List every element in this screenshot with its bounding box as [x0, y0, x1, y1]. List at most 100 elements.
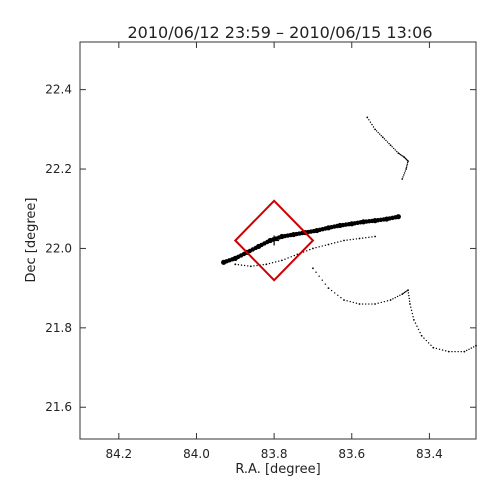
- data-point: [385, 139, 387, 142]
- data-point: [386, 300, 389, 302]
- data-point: [408, 294, 410, 297]
- data-point: [392, 147, 395, 150]
- data-point: [290, 256, 292, 258]
- data-point: [377, 302, 379, 304]
- data-point: [330, 242, 333, 245]
- data-point: [380, 301, 382, 304]
- data-point: [381, 136, 384, 139]
- data-point: [368, 303, 370, 305]
- data-point: [419, 331, 421, 334]
- data-point: [352, 238, 355, 241]
- data-point: [395, 214, 401, 220]
- data-point: [343, 239, 345, 242]
- data-point: [398, 153, 401, 155]
- data-point: [441, 349, 444, 351]
- field-of-view-diamond: [233, 199, 315, 282]
- data-point: [372, 126, 375, 128]
- data-point: [315, 271, 317, 273]
- data-point: [397, 152, 400, 155]
- data-point: [435, 347, 438, 350]
- data-point: [410, 306, 412, 308]
- data-point: [396, 150, 398, 153]
- y-axis-label: Dec [degree]: [24, 198, 39, 283]
- data-point: [405, 291, 407, 293]
- data-point: [280, 259, 283, 262]
- data-point: [333, 242, 336, 244]
- data-point: [399, 294, 401, 296]
- data-point: [340, 240, 342, 242]
- data-point: [379, 133, 381, 135]
- data-point: [361, 303, 364, 305]
- data-point: [404, 170, 407, 172]
- data-point: [249, 265, 252, 268]
- data-point: [312, 247, 314, 250]
- data-point: [389, 144, 392, 147]
- data-point: [318, 246, 320, 248]
- data-point: [389, 299, 392, 301]
- data-point: [365, 303, 367, 305]
- data-point: [472, 346, 475, 348]
- data-point: [414, 322, 417, 324]
- data-point: [306, 250, 308, 252]
- data-point: [451, 350, 453, 353]
- data-point: [330, 289, 333, 292]
- data-point: [371, 236, 373, 238]
- data-point: [399, 154, 402, 156]
- data-point: [388, 142, 390, 145]
- data-point: [394, 296, 396, 299]
- target-marker: [269, 235, 280, 246]
- data-point: [274, 261, 277, 263]
- data-point: [293, 254, 296, 257]
- data-layer: [221, 116, 477, 353]
- data-point: [403, 174, 405, 176]
- data-point: [271, 262, 274, 264]
- x-tick-label: 83.6: [338, 447, 365, 461]
- y-tick-label: 22.2: [45, 162, 72, 176]
- data-point: [403, 172, 406, 174]
- data-point: [315, 246, 317, 249]
- data-point: [324, 244, 327, 246]
- data-point: [321, 279, 323, 281]
- data-point: [240, 264, 243, 266]
- axis-ticks: 84.2 84.0 83.8 83.6 83.4 21.6 21.8 22.0 22.2 22.4: [45, 42, 476, 461]
- data-point: [392, 298, 394, 300]
- data-point: [256, 264, 258, 267]
- x-tick-label: 84.2: [105, 447, 132, 461]
- data-point: [265, 263, 268, 266]
- data-point: [374, 128, 376, 131]
- y-tick-label: 21.8: [45, 321, 72, 335]
- data-point: [454, 350, 456, 353]
- data-point: [278, 260, 280, 262]
- data-point: [243, 264, 246, 267]
- data-point: [396, 295, 399, 298]
- data-point: [247, 265, 249, 267]
- data-point: [343, 299, 345, 301]
- data-point: [447, 350, 450, 353]
- data-point: [368, 236, 370, 239]
- data-point: [355, 302, 358, 304]
- data-point: [318, 275, 320, 277]
- data-point: [402, 155, 404, 158]
- data-point: [457, 350, 459, 353]
- x-axis-label: R.A. [degree]: [235, 462, 320, 477]
- data-point: [355, 238, 358, 240]
- data-point: [406, 161, 409, 164]
- data-point: [312, 267, 314, 270]
- data-point: [237, 264, 240, 266]
- data-point: [401, 293, 404, 295]
- data-point: [412, 319, 415, 321]
- data-point: [465, 349, 468, 352]
- data-point: [417, 328, 420, 331]
- data-point: [327, 243, 330, 246]
- data-point: [407, 160, 409, 163]
- data-point: [368, 119, 370, 121]
- data-point: [361, 237, 364, 239]
- data-point: [369, 121, 372, 123]
- data-point: [268, 262, 271, 265]
- y-tick-label: 22.4: [45, 83, 72, 97]
- data-point: [324, 283, 327, 285]
- data-point: [408, 300, 411, 302]
- data-point: [427, 342, 430, 344]
- data-point: [340, 296, 342, 299]
- data-point: [383, 300, 386, 303]
